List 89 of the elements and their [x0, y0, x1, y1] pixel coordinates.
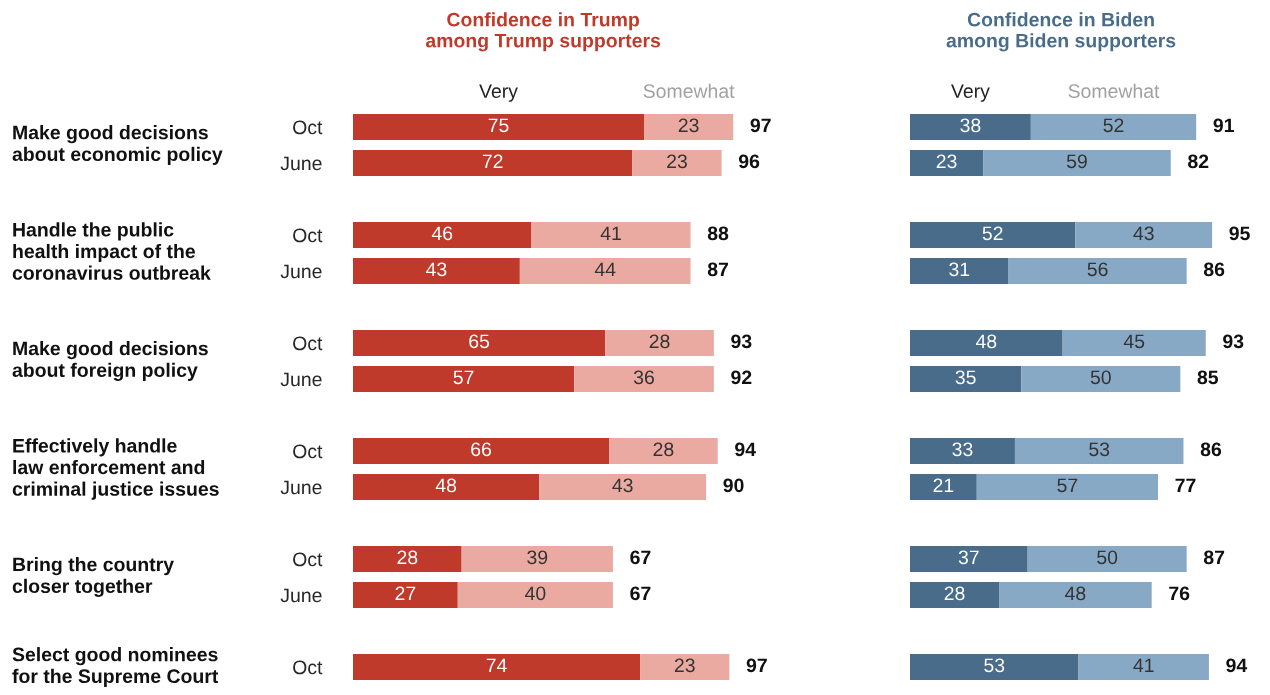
total-label: 96 — [738, 154, 760, 169]
y-tick-label: Oct — [293, 660, 323, 675]
data-label: 28 — [397, 550, 418, 565]
total-label: 87 — [707, 262, 728, 277]
data-label: 35 — [955, 370, 976, 385]
data-label: 66 — [471, 442, 491, 457]
series-label: Very — [479, 84, 518, 102]
total-label: 97 — [746, 658, 767, 673]
data-label: 38 — [960, 118, 981, 133]
y-tick-label: Oct — [293, 228, 323, 243]
y-tick-label: June — [280, 156, 322, 171]
series-label: Somewhat — [643, 83, 735, 99]
text: Make good decisions about foreign policy — [12, 341, 208, 381]
total-label: 67 — [630, 586, 651, 601]
data-label: 57 — [1057, 478, 1078, 493]
data-label: 37 — [958, 550, 979, 565]
total-label: 92 — [731, 370, 752, 385]
total-label: 97 — [750, 118, 771, 133]
y-tick-label: Oct — [293, 444, 323, 459]
total-label: 93 — [1223, 334, 1244, 349]
data-label: 28 — [944, 586, 965, 601]
data-label: 28 — [653, 442, 674, 457]
data-label: 72 — [482, 154, 503, 169]
total-label: 82 — [1188, 154, 1209, 169]
text: Make good decisions about economic policy — [12, 125, 223, 165]
text: Bring the country closer together — [12, 557, 174, 597]
data-label: 41 — [1133, 658, 1154, 673]
total-label: 67 — [630, 550, 651, 565]
data-label: 23 — [667, 154, 687, 169]
data-label: 52 — [1103, 118, 1124, 133]
data-label: 53 — [1089, 442, 1110, 457]
data-label: 40 — [524, 586, 546, 601]
total-label: 77 — [1175, 478, 1196, 493]
data-label: 59 — [1066, 154, 1087, 169]
text: Effectively handle law enforcement and criminal justice issues — [12, 438, 219, 500]
y-tick-label: June — [280, 480, 322, 495]
data-label: 39 — [527, 550, 548, 565]
total-label: 76 — [1169, 586, 1190, 601]
total-label: 94 — [735, 442, 756, 457]
y-tick-label: Oct — [293, 120, 323, 135]
data-label: 50 — [1097, 550, 1118, 565]
data-label: 56 — [1087, 262, 1108, 277]
data-label: 75 — [488, 118, 509, 133]
data-label: 31 — [949, 262, 970, 277]
data-label: 53 — [984, 658, 1005, 673]
data-label: 43 — [426, 262, 447, 277]
total-label: 94 — [1226, 658, 1248, 673]
series-label: Very — [951, 84, 990, 102]
data-label: 21 — [933, 478, 954, 493]
total-label: 86 — [1203, 262, 1225, 277]
data-label: 28 — [649, 334, 670, 349]
data-label: 43 — [612, 478, 633, 493]
text: Select good nominees for the Supreme Court — [12, 647, 219, 687]
total-label: 90 — [723, 478, 744, 493]
data-label: 23 — [678, 118, 699, 133]
series-label: Somewhat — [1068, 83, 1160, 99]
total-label: 93 — [731, 334, 752, 349]
data-label: 23 — [674, 658, 695, 673]
total-label: 86 — [1200, 442, 1222, 457]
data-label: 41 — [600, 226, 621, 241]
y-tick-label: Oct — [293, 336, 323, 351]
y-tick-label: Oct — [293, 552, 323, 567]
data-label: 48 — [975, 334, 997, 349]
total-label: 87 — [1203, 550, 1225, 565]
total-label: 91 — [1213, 118, 1234, 133]
total-label: 88 — [707, 226, 729, 241]
data-label: 48 — [435, 478, 457, 493]
data-label: 45 — [1123, 334, 1145, 349]
data-label: 44 — [594, 262, 616, 277]
data-label: 65 — [469, 334, 490, 349]
data-label: 36 — [633, 370, 654, 385]
y-tick-label: June — [280, 588, 322, 603]
chart-title: Confidence in Biden among Biden supporters — [946, 12, 1176, 52]
data-label: 46 — [431, 226, 453, 241]
chart-title: Confidence in Trump among Trump supporters — [425, 12, 661, 52]
data-label: 50 — [1090, 370, 1111, 385]
data-label: 27 — [395, 586, 416, 601]
text: Handle the public health impact of the coronavirus outbreak — [12, 222, 211, 280]
data-label: 48 — [1064, 586, 1086, 601]
total-label: 95 — [1229, 226, 1250, 241]
data-label: 52 — [982, 226, 1003, 241]
data-label: 57 — [453, 370, 474, 385]
total-label: 85 — [1197, 370, 1219, 385]
y-tick-label: June — [280, 372, 322, 387]
y-tick-label: June — [280, 264, 322, 279]
data-label: 33 — [952, 442, 973, 457]
data-label: 43 — [1133, 226, 1154, 241]
data-label: 23 — [936, 154, 957, 169]
data-label: 74 — [486, 658, 507, 673]
